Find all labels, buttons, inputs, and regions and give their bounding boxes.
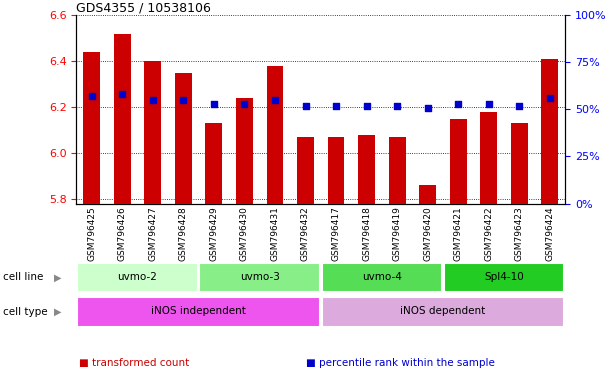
Text: ▶: ▶ [54,272,62,283]
Point [453,101,463,107]
Bar [175,73,192,204]
Text: GSM796428: GSM796428 [179,206,188,261]
Text: GSM796427: GSM796427 [148,206,157,261]
Bar [322,263,442,292]
Point [392,103,402,109]
Point [514,103,524,109]
Point [209,101,219,107]
Bar [144,61,161,204]
Bar [205,123,222,204]
Point [178,97,188,103]
Text: GSM796425: GSM796425 [87,206,96,261]
Text: GDS4355 / 10538106: GDS4355 / 10538106 [76,1,211,14]
Text: cell line: cell line [3,272,43,283]
Text: cell type: cell type [3,307,48,317]
Text: iNOS independent: iNOS independent [151,306,246,316]
Bar [541,59,558,204]
Text: GSM796421: GSM796421 [454,206,463,261]
Text: uvmo-3: uvmo-3 [240,272,280,282]
Point [87,93,97,99]
Text: GSM796419: GSM796419 [393,206,401,261]
Text: uvmo-2: uvmo-2 [117,272,158,282]
Point [484,101,494,107]
Bar [77,263,198,292]
Text: GSM796422: GSM796422 [485,206,493,261]
Text: GSM796426: GSM796426 [118,206,126,261]
Bar [480,112,497,204]
Point [362,103,371,109]
Point [148,97,158,103]
Text: iNOS dependent: iNOS dependent [400,306,486,316]
Text: GSM796424: GSM796424 [546,206,554,261]
Point [545,95,555,101]
Bar [77,297,320,327]
Bar [389,137,406,204]
Bar [419,185,436,204]
Point [423,104,433,111]
Point [301,103,310,109]
Bar [266,66,284,204]
Text: ■ transformed count: ■ transformed count [79,358,189,368]
Bar [327,137,345,204]
Text: GSM796423: GSM796423 [515,206,524,261]
Bar [236,98,253,204]
Point [270,97,280,103]
Text: GSM796430: GSM796430 [240,206,249,261]
Bar [297,137,314,204]
Text: GSM796429: GSM796429 [210,206,218,261]
Bar [358,135,375,204]
Bar [450,119,467,204]
Point [331,103,341,109]
Bar [511,123,528,204]
Text: GSM796431: GSM796431 [271,206,279,261]
Text: Spl4-10: Spl4-10 [484,272,524,282]
Bar [200,263,320,292]
Text: GSM796418: GSM796418 [362,206,371,261]
Bar [322,297,565,327]
Bar [444,263,565,292]
Text: GSM796420: GSM796420 [423,206,432,261]
Bar [83,52,100,204]
Text: ▶: ▶ [54,307,62,317]
Point [117,91,127,98]
Text: uvmo-4: uvmo-4 [362,272,402,282]
Text: GSM796432: GSM796432 [301,206,310,261]
Text: GSM796417: GSM796417 [332,206,340,261]
Text: ■ percentile rank within the sample: ■ percentile rank within the sample [306,358,494,368]
Bar [114,34,131,204]
Point [240,101,249,107]
